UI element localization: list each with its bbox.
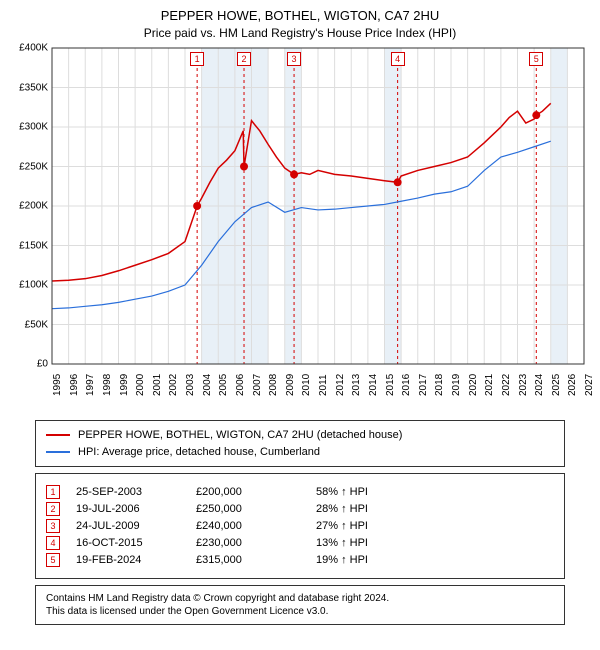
event-row: 4 16-OCT-2015£230,00013% ↑ HPI — [46, 536, 554, 550]
y-tick-label: £300K — [10, 122, 48, 133]
event-vs-hpi: 27% ↑ HPI — [316, 520, 554, 532]
y-tick-label: £250K — [10, 161, 48, 172]
x-tick-label: 2018 — [434, 374, 445, 396]
x-tick-label: 2025 — [551, 374, 562, 396]
event-date: 19-JUL-2006 — [76, 503, 196, 515]
chart-title: PEPPER HOWE, BOTHEL, WIGTON, CA7 2HU — [0, 8, 600, 23]
event-row: 3 24-JUL-2009£240,00027% ↑ HPI — [46, 519, 554, 533]
event-price: £230,000 — [196, 537, 316, 549]
event-price: £250,000 — [196, 503, 316, 515]
x-tick-label: 1999 — [119, 374, 130, 396]
event-vs-hpi: 58% ↑ HPI — [316, 486, 554, 498]
y-tick-label: £100K — [10, 280, 48, 291]
event-vs-hpi: 28% ↑ HPI — [316, 503, 554, 515]
event-marker-1: 1 — [190, 52, 204, 66]
y-tick-label: £150K — [10, 240, 48, 251]
event-date: 25-SEP-2003 — [76, 486, 196, 498]
footer-box: Contains HM Land Registry data © Crown c… — [35, 585, 565, 625]
legend-box: PEPPER HOWE, BOTHEL, WIGTON, CA7 2HU (de… — [35, 420, 565, 467]
x-tick-label: 1995 — [52, 374, 63, 396]
legend-row: HPI: Average price, detached house, Cumb… — [46, 444, 554, 461]
x-tick-label: 2019 — [451, 374, 462, 396]
event-marker-4: 4 — [391, 52, 405, 66]
event-date: 24-JUL-2009 — [76, 520, 196, 532]
event-row-marker: 3 — [46, 519, 60, 533]
event-marker-2: 2 — [237, 52, 251, 66]
y-tick-label: £0 — [10, 359, 48, 370]
title-block: PEPPER HOWE, BOTHEL, WIGTON, CA7 2HU Pri… — [0, 0, 600, 44]
x-tick-label: 2007 — [252, 374, 263, 396]
event-marker-5: 5 — [529, 52, 543, 66]
legend-swatch — [46, 451, 70, 453]
x-tick-label: 2000 — [135, 374, 146, 396]
footer-line-2: This data is licensed under the Open Gov… — [46, 605, 554, 618]
x-tick-label: 2008 — [268, 374, 279, 396]
x-tick-label: 2011 — [318, 374, 329, 396]
x-tick-label: 2026 — [567, 374, 578, 396]
x-tick-label: 2017 — [418, 374, 429, 396]
x-tick-label: 2006 — [235, 374, 246, 396]
events-table: 1 25-SEP-2003£200,00058% ↑ HPI 2 19-JUL-200… — [35, 473, 565, 579]
event-row-marker: 1 — [46, 485, 60, 499]
x-tick-label: 2021 — [484, 374, 495, 396]
x-tick-label: 2015 — [385, 374, 396, 396]
x-tick-label: 1996 — [69, 374, 80, 396]
event-row-marker: 2 — [46, 502, 60, 516]
event-row-marker: 5 — [46, 553, 60, 567]
x-tick-label: 2016 — [401, 374, 412, 396]
y-tick-label: £50K — [10, 319, 48, 330]
event-row-marker: 4 — [46, 536, 60, 550]
legend-label: HPI: Average price, detached house, Cumb… — [78, 444, 320, 461]
x-tick-label: 2023 — [518, 374, 529, 396]
x-tick-label: 2001 — [152, 374, 163, 396]
x-tick-label: 2024 — [534, 374, 545, 396]
event-vs-hpi: 19% ↑ HPI — [316, 554, 554, 566]
x-tick-label: 2010 — [301, 374, 312, 396]
x-tick-label: 2002 — [168, 374, 179, 396]
legend-row: PEPPER HOWE, BOTHEL, WIGTON, CA7 2HU (de… — [46, 427, 554, 444]
x-tick-label: 2005 — [218, 374, 229, 396]
chart-area: £0 £50K £100K £150K £200K £250K £300K £350K £400… — [10, 44, 590, 414]
y-tick-label: £200K — [10, 201, 48, 212]
event-price: £200,000 — [196, 486, 316, 498]
x-tick-label: 2020 — [468, 374, 479, 396]
x-tick-label: 2013 — [351, 374, 362, 396]
x-tick-label: 2022 — [501, 374, 512, 396]
footer-line-1: Contains HM Land Registry data © Crown c… — [46, 592, 554, 605]
legend-label: PEPPER HOWE, BOTHEL, WIGTON, CA7 2HU (de… — [78, 427, 402, 444]
x-tick-label: 2014 — [368, 374, 379, 396]
legend-swatch — [46, 434, 70, 436]
chart-subtitle: Price paid vs. HM Land Registry's House … — [0, 26, 600, 40]
event-row: 1 25-SEP-2003£200,00058% ↑ HPI — [46, 485, 554, 499]
page: PEPPER HOWE, BOTHEL, WIGTON, CA7 2HU Pri… — [0, 0, 600, 625]
event-date: 19-FEB-2024 — [76, 554, 196, 566]
y-tick-label: £400K — [10, 43, 48, 54]
x-tick-label: 1998 — [102, 374, 113, 396]
x-tick-label: 2003 — [185, 374, 196, 396]
event-price: £315,000 — [196, 554, 316, 566]
y-tick-label: £350K — [10, 82, 48, 93]
x-tick-label: 2012 — [335, 374, 346, 396]
event-vs-hpi: 13% ↑ HPI — [316, 537, 554, 549]
x-tick-label: 2027 — [584, 374, 595, 396]
event-row: 5 19-FEB-2024£315,00019% ↑ HPI — [46, 553, 554, 567]
event-date: 16-OCT-2015 — [76, 537, 196, 549]
x-tick-label: 2004 — [202, 374, 213, 396]
x-tick-label: 1997 — [85, 374, 96, 396]
chart-svg — [10, 44, 590, 414]
event-marker-3: 3 — [287, 52, 301, 66]
event-row: 2 19-JUL-2006£250,00028% ↑ HPI — [46, 502, 554, 516]
event-price: £240,000 — [196, 520, 316, 532]
x-tick-label: 2009 — [285, 374, 296, 396]
